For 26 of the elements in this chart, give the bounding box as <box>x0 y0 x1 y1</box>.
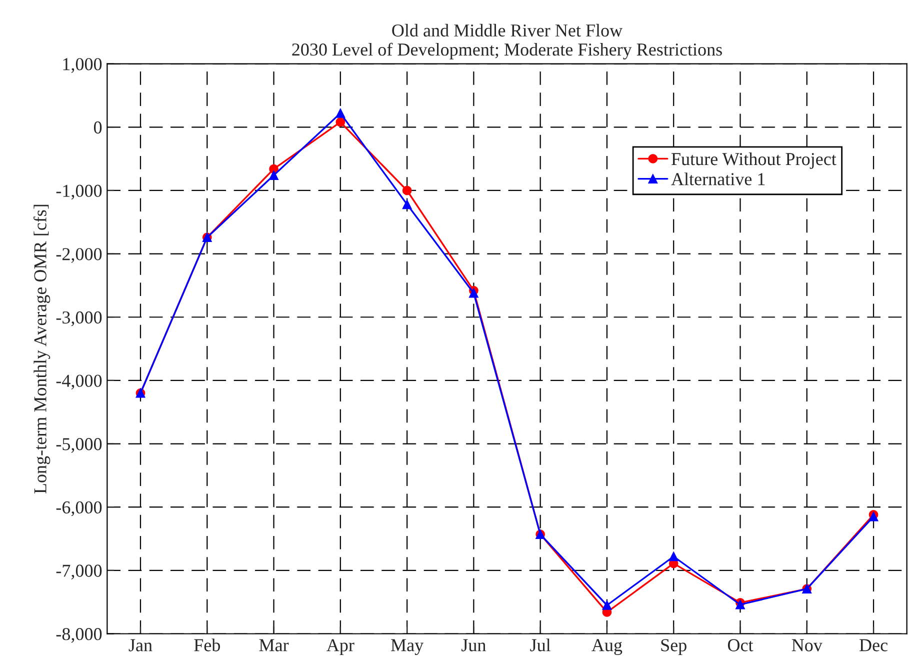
x-tick-label: Jun <box>462 639 486 652</box>
y-tick-label: -3,000 <box>56 311 102 326</box>
x-tick-label: Jul <box>530 638 550 652</box>
y-tick-label: -5,000 <box>56 438 102 453</box>
y-tick-label: -1,000 <box>56 184 102 200</box>
legend-label: Future Without Project <box>671 152 836 169</box>
y-tick-label: -8,000 <box>56 628 102 643</box>
legend-label: Alternative 1 <box>671 172 765 186</box>
x-tick-label: Oct <box>728 639 754 652</box>
x-tick-label: Jan <box>128 639 152 652</box>
x-tick-label: Sep <box>661 639 686 655</box>
x-tick-label: Apr <box>326 639 354 655</box>
y-tick-label: -6,000 <box>56 501 102 516</box>
y-tick-label: -2,000 <box>56 248 102 263</box>
x-tick-label: Aug <box>592 639 622 655</box>
y-axis-title: Long-term Monthly Average OMR [cfs] <box>34 204 50 494</box>
x-tick-label: May <box>391 639 424 655</box>
y-tick-label: 0 <box>94 121 102 134</box>
x-tick-label: Mar <box>259 639 289 652</box>
x-tick-label: Dec <box>860 639 888 652</box>
chart-title: Old and Middle River Net Flow 2030 Level of Development; Moderate Fishery Restrictions <box>292 24 722 60</box>
x-tick-label: Feb <box>194 638 220 652</box>
y-tick-label: -4,000 <box>56 374 102 390</box>
y-tick-label: -7,000 <box>56 564 102 580</box>
y-tick-label: 1,000 <box>63 58 102 73</box>
x-tick-label: Nov <box>792 639 822 652</box>
